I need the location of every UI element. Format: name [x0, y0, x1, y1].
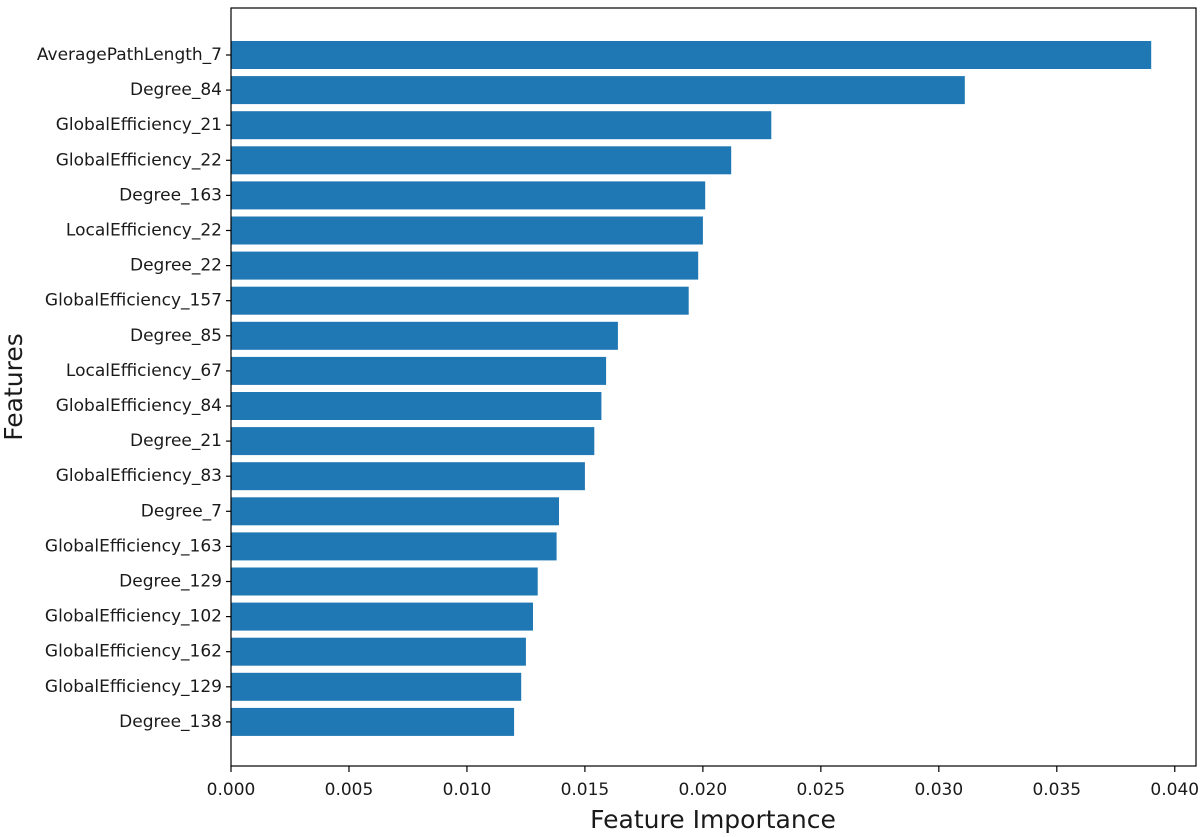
y-tick-labels: AveragePathLength_7 Degree_84 GlobalEffici…	[37, 45, 231, 732]
bar-19	[231, 707, 515, 736]
x-tick-label: 0.040	[1150, 780, 1199, 800]
bar-10	[231, 392, 602, 420]
y-tick-label: Degree_21	[130, 431, 222, 451]
bar-12	[231, 462, 585, 491]
bar-6	[231, 251, 699, 280]
bar-2	[231, 111, 772, 140]
bar-18	[231, 672, 522, 701]
y-tick-label: GlobalEfficiency_21	[56, 115, 222, 135]
bar-16	[231, 602, 533, 631]
y-tick-label: GlobalEfficiency_163	[45, 536, 222, 556]
bar-15	[231, 567, 538, 596]
x-axis-title: Feature Importance	[590, 805, 836, 834]
bar-8	[231, 321, 618, 350]
bar-3	[231, 146, 732, 175]
bar-17	[231, 637, 526, 666]
x-tick-label: 0.005	[325, 780, 374, 800]
bar-1	[231, 76, 965, 105]
x-tick-label: 0.035	[1032, 780, 1081, 800]
bar-9	[231, 356, 607, 385]
y-tick-label: Degree_7	[141, 501, 222, 521]
x-tick-label: 0.000	[207, 780, 256, 800]
x-axis-ticks: 0.000 0.005 0.010 0.015 0.020 0.025 0.030 0.035…	[207, 766, 1199, 800]
bars-group	[231, 41, 1152, 736]
y-tick-label: GlobalEfficiency_162	[45, 642, 222, 662]
bar-14	[231, 532, 557, 561]
bar-4	[231, 181, 706, 210]
y-tick-label: LocalEfficiency_22	[66, 221, 222, 241]
y-tick-label: AveragePathLength_7	[37, 45, 222, 65]
x-tick-label: 0.025	[797, 780, 846, 800]
bar-0	[231, 41, 1152, 69]
x-tick-label: 0.020	[679, 780, 728, 800]
x-tick-label: 0.030	[914, 780, 963, 800]
x-tick-label: 0.010	[443, 780, 492, 800]
y-tick-label: GlobalEfficiency_22	[56, 150, 222, 170]
y-tick-label: Degree_129	[119, 572, 222, 592]
y-tick-label: GlobalEfficiency_129	[45, 677, 222, 697]
y-tick-label: Degree_22	[130, 256, 222, 276]
bar-5	[231, 216, 703, 245]
bar-13	[231, 497, 559, 526]
bar-11	[231, 427, 595, 456]
y-tick-label: Degree_85	[130, 326, 222, 346]
y-tick-label: GlobalEfficiency_84	[56, 396, 222, 416]
y-tick-label: GlobalEfficiency_102	[45, 607, 222, 627]
y-tick-label: LocalEfficiency_67	[66, 361, 222, 381]
y-tick-label: Degree_84	[130, 80, 222, 100]
y-tick-label: Degree_163	[119, 185, 222, 205]
y-axis-title: Features	[0, 333, 28, 441]
plot-frame	[230, 7, 1197, 767]
y-tick-label: Degree_138	[119, 712, 222, 732]
y-tick-label: GlobalEfficiency_83	[56, 466, 222, 486]
x-tick-label: 0.015	[561, 780, 610, 800]
bar-7	[231, 286, 689, 315]
y-tick-label: GlobalEfficiency_157	[45, 291, 222, 311]
